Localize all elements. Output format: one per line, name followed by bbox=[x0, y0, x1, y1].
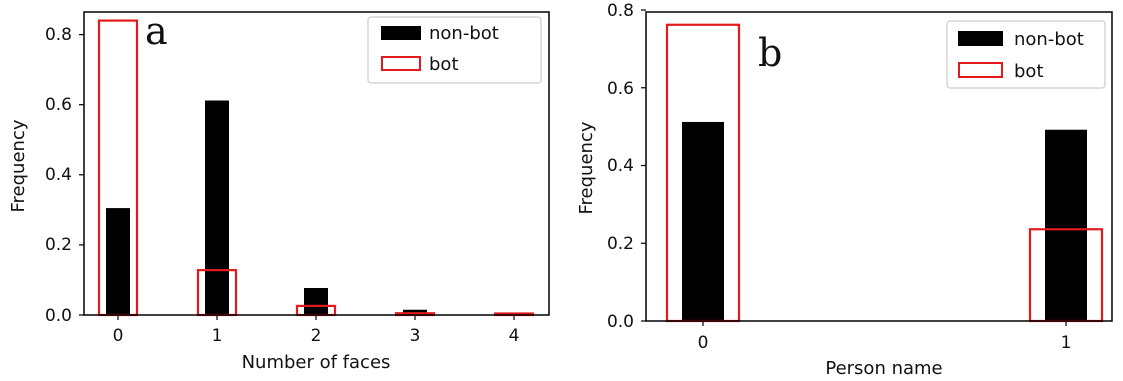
chart-a-ytick-label-2: 0.4 bbox=[45, 165, 72, 185]
chart-a-ytick-labels: 0.0 0.2 0.4 0.6 0.8 bbox=[45, 25, 72, 326]
chart-b-legend-label-bot: bot bbox=[1014, 61, 1044, 82]
chart-b-ytick-label-2: 0.4 bbox=[607, 156, 634, 176]
chart-a-xtick-labels: 0 1 2 3 4 bbox=[113, 326, 520, 346]
chart-a-legend-label-non-bot: non-bot bbox=[429, 23, 499, 44]
chart-a-bars bbox=[97, 19, 535, 317]
chart-a-legend: non-bot bot bbox=[367, 16, 542, 84]
chart-b-y-axis-label: Frequency bbox=[576, 121, 597, 214]
chart-b-ytick-label-1: 0.2 bbox=[607, 234, 634, 254]
chart-a-xtick-label-1: 1 bbox=[212, 326, 223, 346]
chart-b-legend: non-bot bot bbox=[946, 20, 1106, 89]
chart-a-xtick-label-3: 3 bbox=[410, 326, 421, 346]
chart-a-ytick-label-3: 0.6 bbox=[45, 95, 72, 115]
chart-a-ytick-label-1: 0.2 bbox=[45, 235, 72, 255]
chart-b-xtick-label-0: 0 bbox=[698, 333, 709, 353]
chart-b-legend-label-non-bot: non-bot bbox=[1014, 29, 1084, 50]
chart-a-xtick-label-0: 0 bbox=[113, 326, 124, 346]
chart-b-legend-swatch-bot bbox=[958, 62, 1003, 78]
chart-a-ytick-label-4: 0.8 bbox=[45, 25, 72, 45]
chart-b-bar-non-bot-1 bbox=[1045, 129, 1087, 321]
chart-b: 0.0 0.2 0.4 0.6 0.8 0 1 Person name Freq… bbox=[576, 1, 1113, 379]
chart-a-bar-non-bot-0 bbox=[106, 208, 130, 315]
chart-a: 0.0 0.2 0.4 0.6 0.8 0 1 2 3 4 Number of … bbox=[8, 9, 550, 373]
chart-a-xtick-label-2: 2 bbox=[311, 326, 322, 346]
chart-a-ytick-label-0: 0.0 bbox=[45, 306, 72, 326]
chart-a-legend-label-bot: bot bbox=[429, 54, 459, 75]
chart-b-bar-non-bot-0 bbox=[682, 121, 724, 322]
chart-a-bar-non-bot-1 bbox=[205, 100, 229, 315]
chart-a-plot-frame bbox=[83, 11, 550, 316]
chart-b-panel-label: b bbox=[758, 31, 782, 75]
chart-b-x-axis-label: Person name bbox=[825, 358, 942, 379]
chart-b-xtick-labels: 0 1 bbox=[698, 333, 1072, 353]
chart-b-legend-swatch-non-bot bbox=[958, 31, 1003, 46]
chart-a-panel-label: a bbox=[145, 9, 168, 53]
chart-b-ytick-label-0: 0.0 bbox=[607, 312, 634, 332]
chart-b-plot-frame bbox=[645, 11, 1113, 322]
chart-a-x-axis-label: Number of faces bbox=[242, 352, 391, 373]
chart-a-legend-swatch-bot bbox=[381, 56, 421, 71]
chart-b-ytick-labels: 0.0 0.2 0.4 0.6 0.8 bbox=[607, 1, 634, 332]
chart-a-y-axis-label: Frequency bbox=[8, 119, 29, 212]
chart-b-xtick-label-1: 1 bbox=[1061, 333, 1072, 353]
chart-a-bar-non-bot-2 bbox=[304, 288, 328, 315]
chart-a-legend-swatch-non-bot bbox=[381, 26, 421, 40]
chart-b-ytick-label-3: 0.6 bbox=[607, 79, 634, 99]
chart-a-xtick-label-4: 4 bbox=[509, 326, 520, 346]
chart-b-ytick-label-4: 0.8 bbox=[607, 1, 634, 21]
